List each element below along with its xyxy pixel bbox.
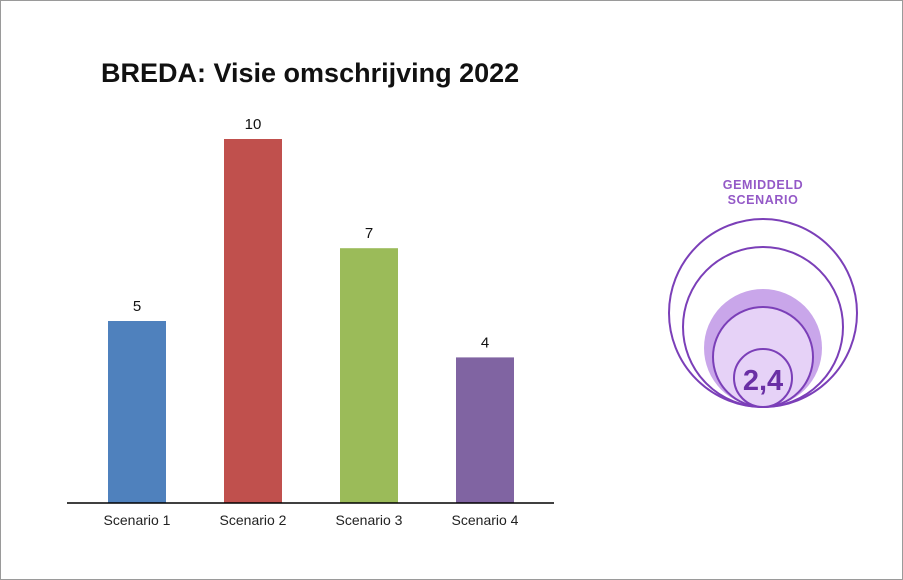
- gauge-label-line1: GEMIDDELD: [722, 178, 804, 192]
- bar-2: [224, 139, 282, 503]
- bar-1: [108, 321, 166, 503]
- gauge-value: 2,4: [743, 365, 783, 397]
- tick-label-4: Scenario 4: [452, 512, 519, 528]
- data-label-2: 10: [245, 116, 262, 133]
- tick-label-3: Scenario 3: [336, 512, 403, 528]
- chart-title: BREDA: Visie omschrijving 2022: [101, 58, 520, 88]
- gauge-ring-inner: [733, 348, 793, 408]
- bar-3: [340, 248, 398, 503]
- gauge-circles: 2,4: [668, 218, 858, 408]
- data-label-1: 5: [133, 298, 141, 315]
- gauge-label: GEMIDDELD SCENARIO: [666, 178, 860, 208]
- average-scenario-gauge: 2,4 GEMIDDELD SCENARIO: [666, 178, 860, 418]
- bar-4: [456, 357, 514, 503]
- bars-layer: 5 10 7 4: [108, 116, 514, 503]
- tick-label-1: Scenario 1: [104, 512, 171, 528]
- tick-label-2: Scenario 2: [220, 512, 287, 528]
- data-label-4: 4: [481, 334, 489, 351]
- tick-labels-layer: Scenario 1 Scenario 2 Scenario 3 Scenario 4: [104, 512, 519, 528]
- gauge-label-line2: SCENARIO: [727, 193, 799, 207]
- data-label-3: 7: [365, 225, 373, 242]
